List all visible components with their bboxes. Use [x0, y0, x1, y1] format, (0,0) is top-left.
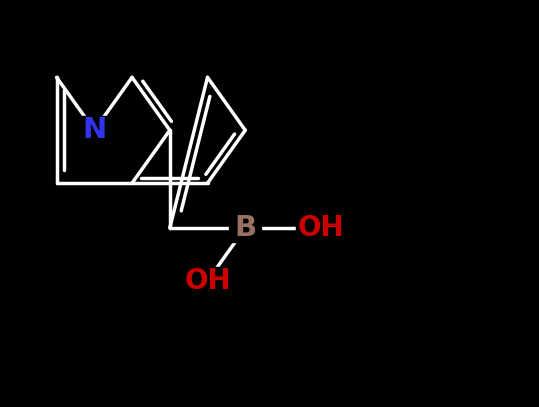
- Text: OH: OH: [184, 267, 231, 295]
- Text: B: B: [234, 214, 257, 242]
- Bar: [296, 214, 345, 242]
- Bar: [183, 267, 232, 295]
- Text: OH: OH: [298, 214, 344, 242]
- Text: N: N: [82, 116, 106, 144]
- Bar: [229, 214, 261, 242]
- Bar: [78, 116, 110, 144]
